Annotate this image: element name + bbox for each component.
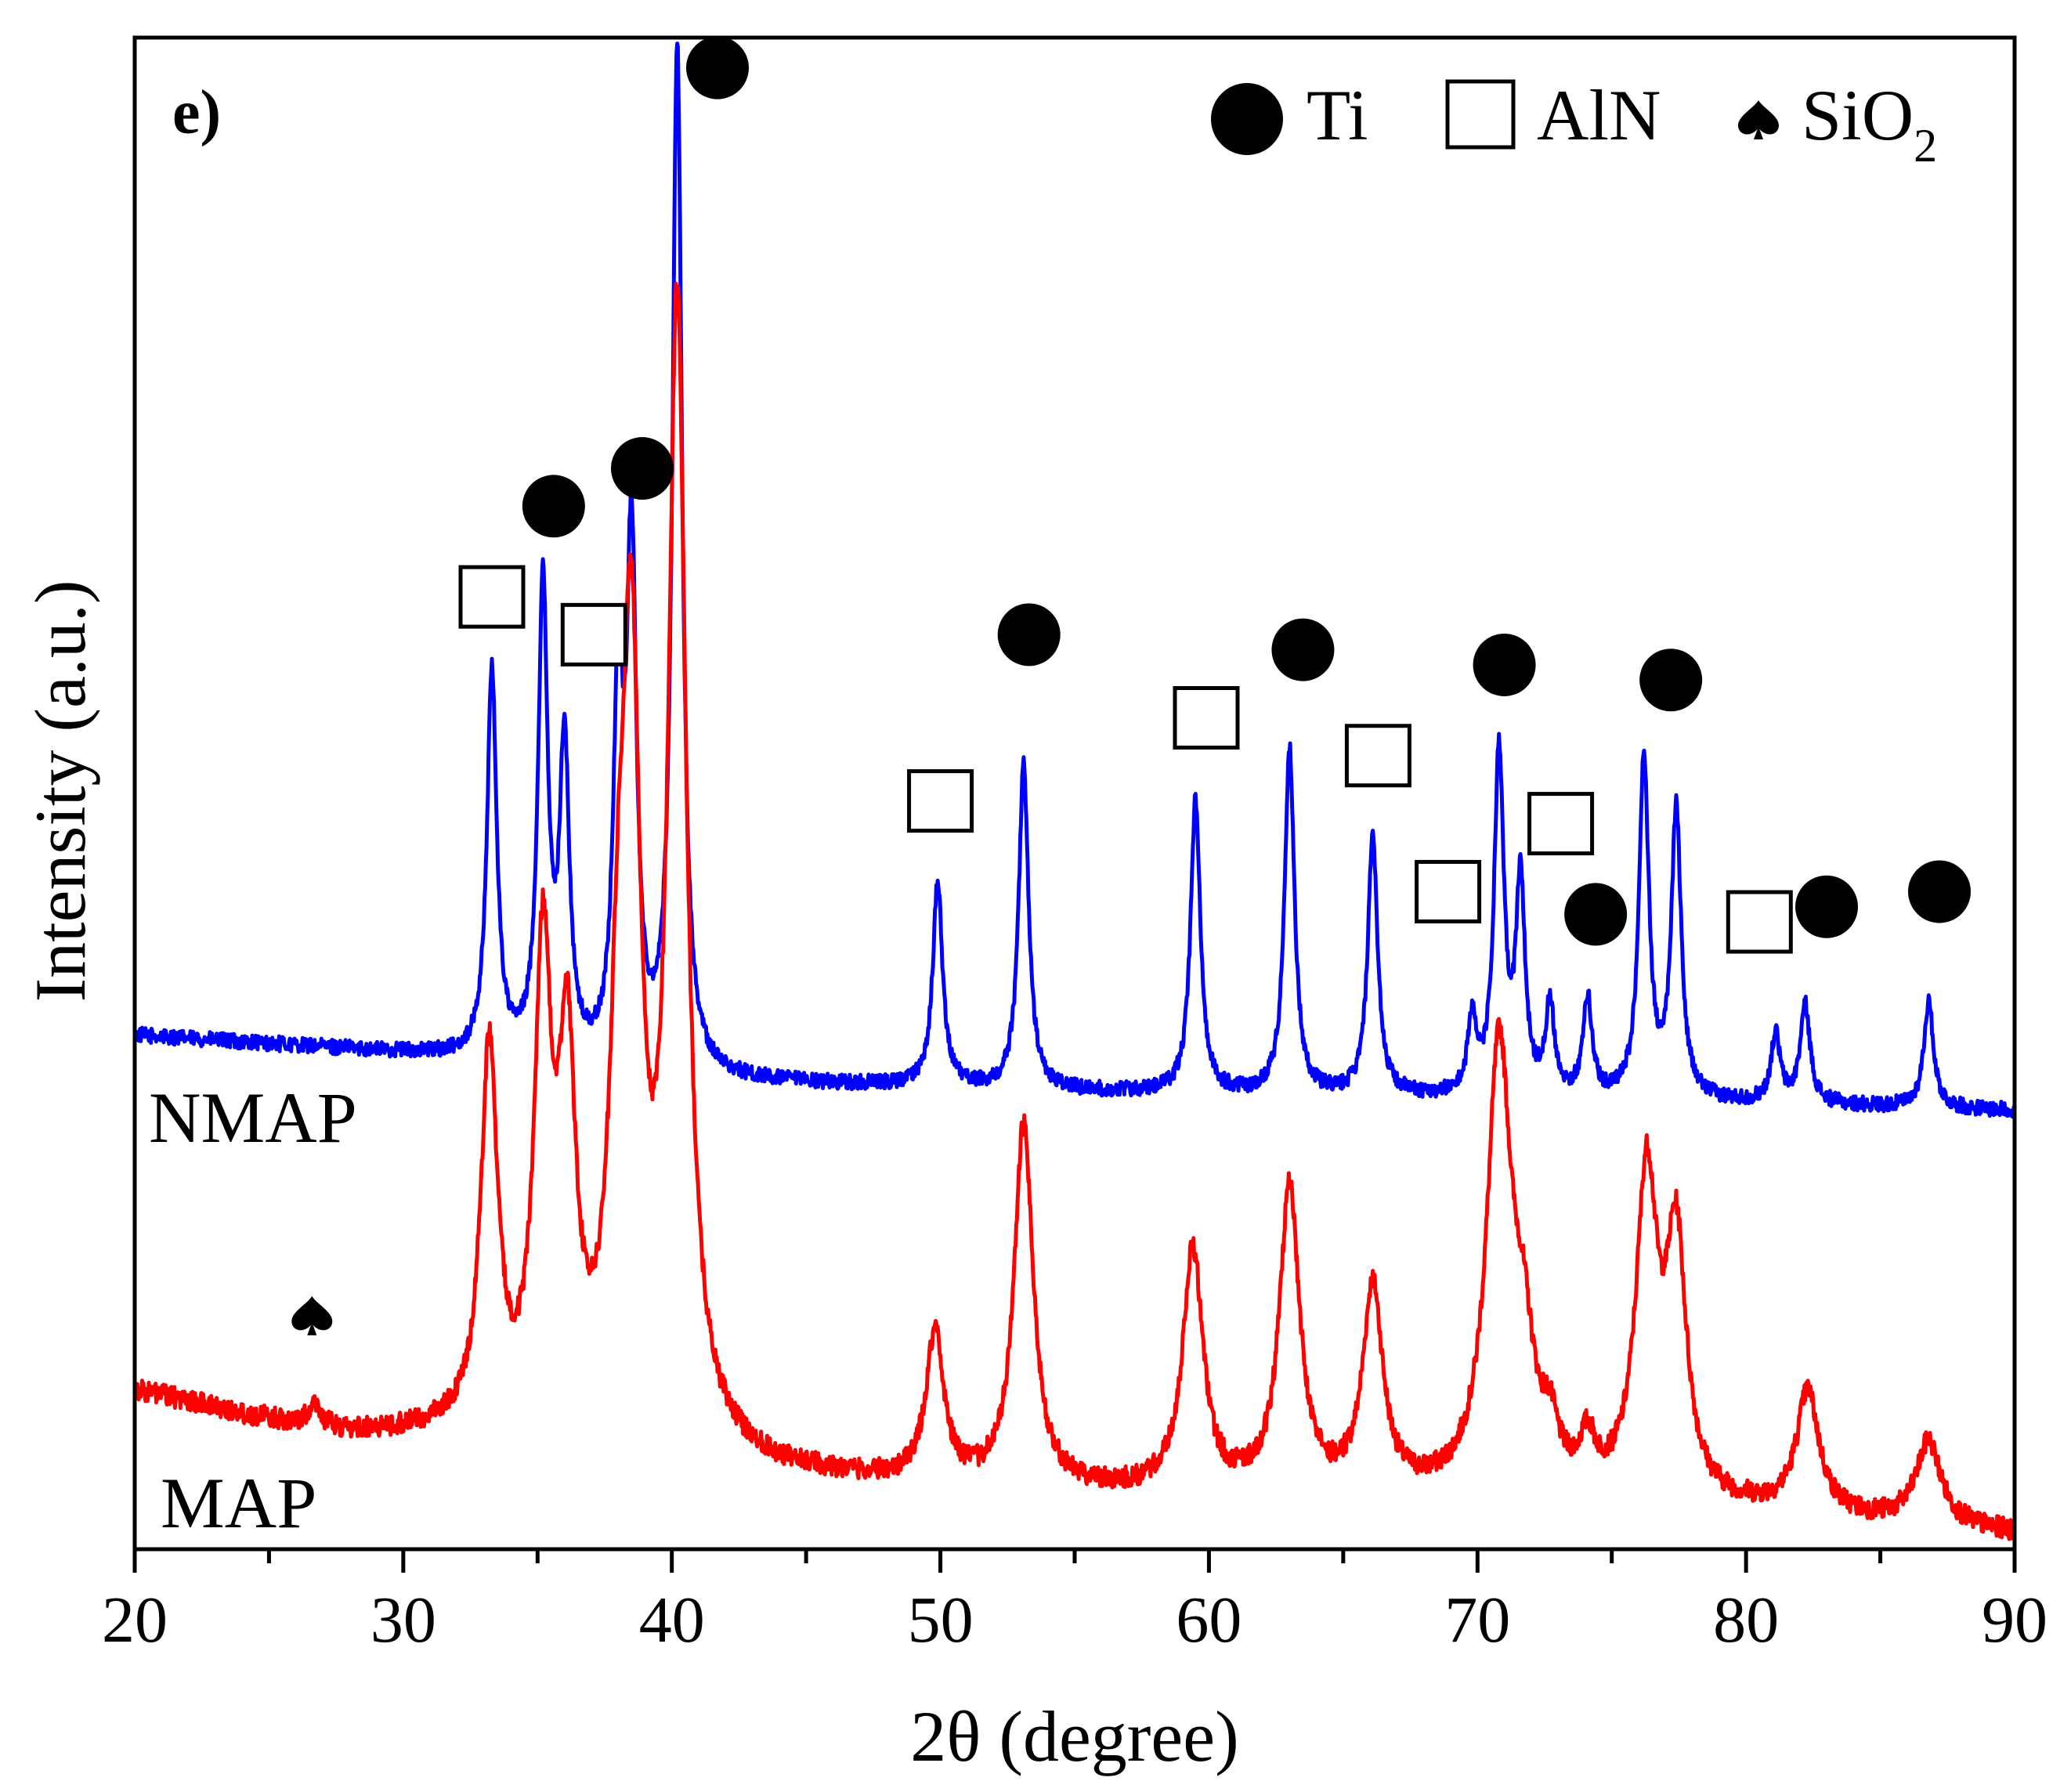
panel-label: e) (172, 78, 221, 147)
x-tick-label: 90 (1982, 1584, 2048, 1657)
x-tick-label: 40 (639, 1584, 705, 1657)
aln-marker-square-icon (458, 565, 526, 629)
legend-ti-circle-icon (1211, 83, 1283, 155)
legend-sio2-spade-icon (1738, 100, 1779, 139)
legend-sio2-main-text: SiO (1802, 75, 1914, 155)
series-label-nmap: NMAP (149, 1078, 357, 1158)
legend-sio2-label: SiO2 (1802, 75, 1937, 172)
x-tick-label: 20 (102, 1584, 168, 1657)
ti-marker-circle-icon (1795, 875, 1858, 938)
series-label-map: MAP (161, 1463, 316, 1543)
ti-marker-circle-icon (997, 603, 1061, 667)
aln-marker-square-icon (560, 602, 627, 667)
legend-sio2-subscript: 2 (1914, 120, 1937, 172)
aln-marker-square-icon (1344, 724, 1411, 788)
legend: Ti AlN SiO2 (1211, 75, 1937, 172)
series-line-nmap (132, 42, 2017, 1119)
ti-marker-circle-icon (1564, 883, 1628, 946)
aln-marker-square-icon (1527, 792, 1595, 856)
aln-marker-square-icon (907, 769, 974, 833)
phase-marker-layer (291, 36, 1971, 1335)
x-tick-label: 50 (908, 1584, 974, 1657)
x-tick-label: 80 (1713, 1584, 1779, 1657)
ti-marker-circle-icon (522, 475, 585, 538)
aln-marker-square-icon (1173, 686, 1240, 750)
legend-ti-label: Ti (1307, 75, 1368, 155)
plot-frame (132, 35, 2017, 1552)
x-tick-layer: 20 30 40 50 60 70 80 90 (102, 1549, 2048, 1657)
aln-marker-square-icon (1726, 890, 1793, 954)
y-axis-title: Intensity (a.u.) (20, 580, 100, 1002)
x-axis-title: 2θ (degree) (910, 1696, 1238, 1776)
ti-marker-circle-icon (686, 36, 749, 99)
ti-marker-circle-icon (1271, 618, 1335, 681)
ti-marker-circle-icon (1473, 633, 1536, 696)
aln-marker-square-icon (1415, 859, 1482, 923)
series-layer (132, 42, 2017, 1541)
ti-marker-circle-icon (1908, 860, 1971, 923)
x-tick-label: 70 (1444, 1584, 1510, 1657)
legend-aln-label: AlN (1537, 75, 1661, 155)
legend-aln-square-icon (1445, 79, 1516, 150)
x-tick-label: 30 (370, 1584, 436, 1657)
series-line-map (132, 281, 2017, 1541)
x-tick-label: 60 (1176, 1584, 1242, 1657)
ti-marker-circle-icon (1639, 649, 1703, 712)
sio2-marker-spade-icon (291, 1295, 333, 1335)
ti-marker-circle-icon (611, 437, 674, 500)
